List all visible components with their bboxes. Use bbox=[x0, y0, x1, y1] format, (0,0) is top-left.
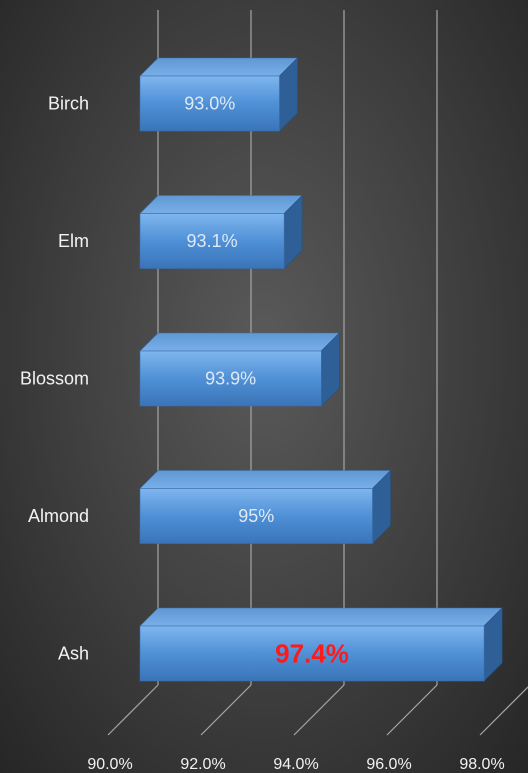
category-label: Blossom bbox=[20, 369, 89, 389]
category-label: Ash bbox=[58, 644, 89, 664]
bar-top-face bbox=[139, 195, 303, 214]
bars bbox=[139, 57, 503, 682]
x-tick-label: 96.0% bbox=[366, 756, 411, 773]
bar-blossom bbox=[139, 350, 322, 407]
bar-top-face bbox=[139, 57, 299, 77]
labels: 90.0% 92.0% 94.0% 96.0% 98.0% Birch 93.0% Elm 93… bbox=[20, 94, 505, 773]
data-label: 93.9% bbox=[205, 369, 256, 389]
x-tick-label: 90.0% bbox=[87, 756, 132, 773]
data-label: 97.4% bbox=[275, 639, 349, 669]
category-label: Birch bbox=[48, 94, 89, 114]
bar-elm bbox=[139, 213, 285, 269]
x-tick-label: 92.0% bbox=[180, 756, 225, 773]
x-tick-label: 94.0% bbox=[273, 756, 318, 773]
gridline-floor bbox=[386, 684, 438, 736]
bar-ash bbox=[139, 625, 485, 682]
data-label: 93.0% bbox=[184, 94, 235, 114]
x-tick-label: 98.0% bbox=[459, 756, 504, 773]
category-label: Elm bbox=[58, 231, 89, 251]
bar-top-face bbox=[139, 607, 503, 627]
bar-top-face bbox=[139, 332, 341, 352]
gridline-floor bbox=[107, 684, 159, 736]
data-label: 95% bbox=[238, 506, 274, 526]
gridline-floor bbox=[200, 684, 252, 736]
bar-birch bbox=[139, 75, 280, 132]
bar-top-face bbox=[139, 470, 392, 489]
bar-almond bbox=[139, 488, 373, 544]
gridline-floor bbox=[293, 684, 345, 736]
category-label: Almond bbox=[28, 506, 89, 526]
data-label: 93.1% bbox=[187, 231, 238, 251]
gridline-floor bbox=[479, 686, 528, 736]
